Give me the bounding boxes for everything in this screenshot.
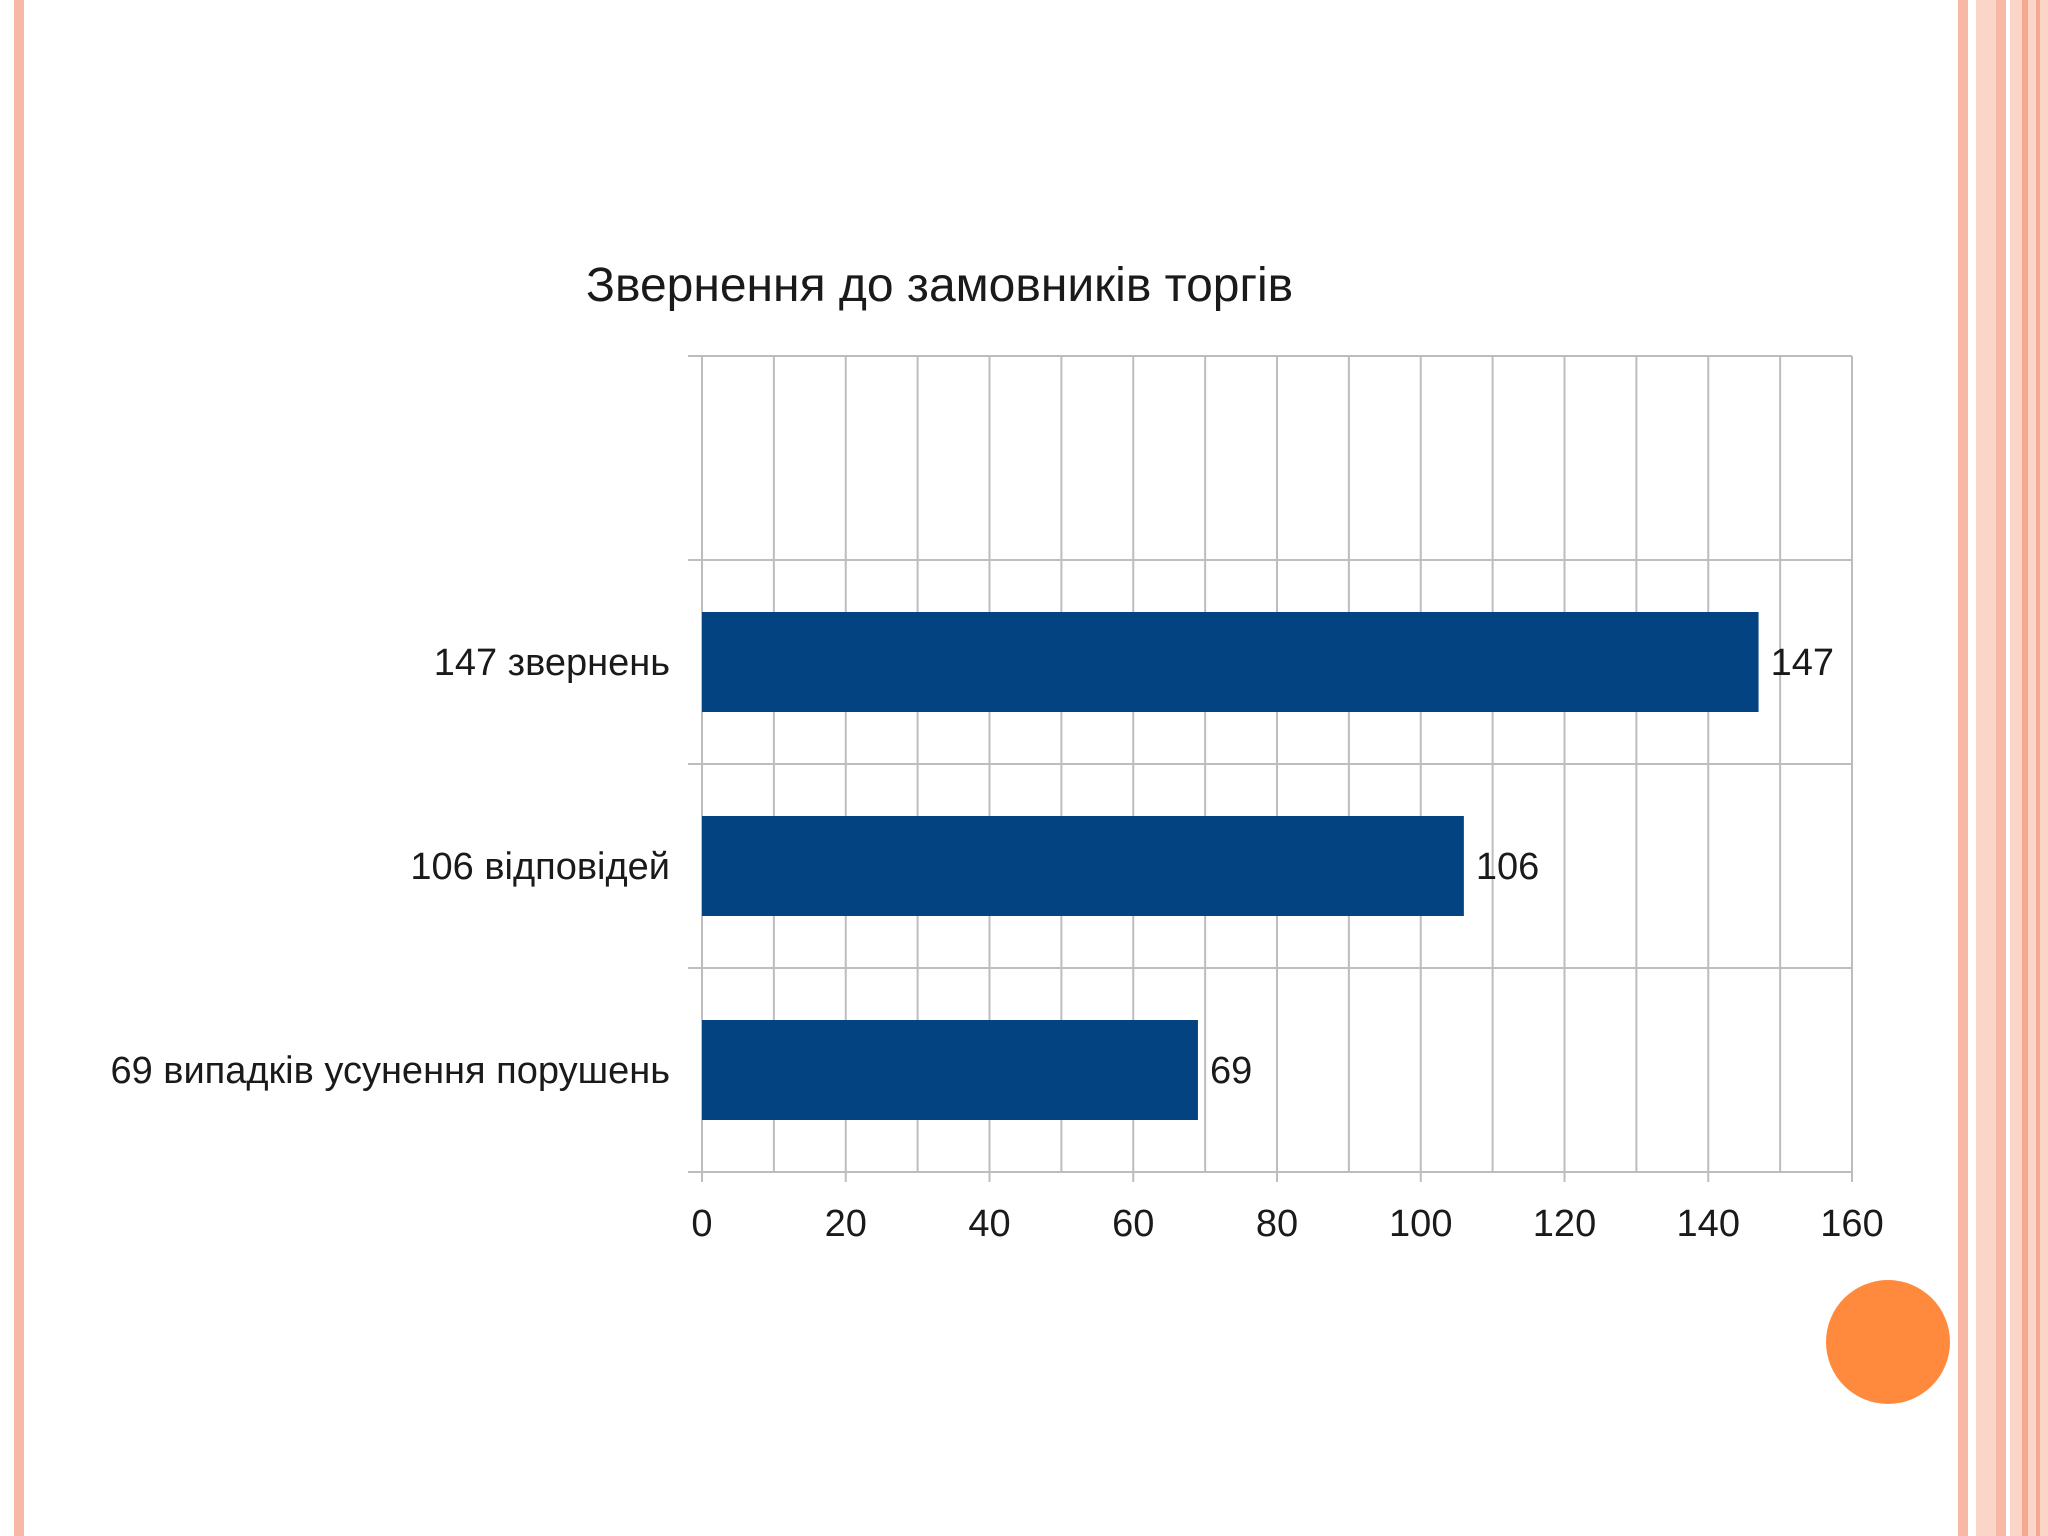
grid <box>688 355 1853 1182</box>
x-tick-label: 160 <box>1820 1203 1883 1245</box>
data-label: 147 <box>1771 642 1834 684</box>
slide-right-border <box>1958 0 1968 1536</box>
x-tick-label: 120 <box>1533 1203 1596 1245</box>
category-label: 69 випадків усунення порушень <box>110 1050 670 1092</box>
slide-right-border <box>2010 0 2048 1536</box>
slide-right-border <box>2022 0 2028 1536</box>
x-tick-label: 140 <box>1677 1203 1740 1245</box>
slide-right-border <box>2036 0 2040 1536</box>
bars <box>702 612 1759 1120</box>
x-tick-label: 80 <box>1256 1203 1298 1245</box>
bar <box>702 1020 1198 1120</box>
x-tick-label: 20 <box>825 1203 867 1245</box>
bar <box>702 816 1464 916</box>
chart-title: Звернення до замовників торгів <box>586 259 1294 312</box>
x-tick-label: 40 <box>968 1203 1010 1245</box>
slide-right-border <box>1976 0 1996 1536</box>
data-label: 106 <box>1476 846 1539 888</box>
x-tick-label: 100 <box>1389 1203 1452 1245</box>
x-tick-label: 0 <box>691 1203 712 1245</box>
category-label: 147 звернень <box>434 642 670 684</box>
accent-dot <box>1826 1280 1950 1404</box>
data-label: 69 <box>1210 1050 1252 1092</box>
slide-right-border <box>1996 0 2006 1536</box>
labels: 147 звернень 147 106 відповідей 106 69 випад… <box>110 642 1883 1245</box>
category-label: 106 відповідей <box>410 846 670 888</box>
bar <box>702 612 1759 712</box>
x-tick-label: 60 <box>1112 1203 1154 1245</box>
slide-left-border <box>14 0 24 1536</box>
